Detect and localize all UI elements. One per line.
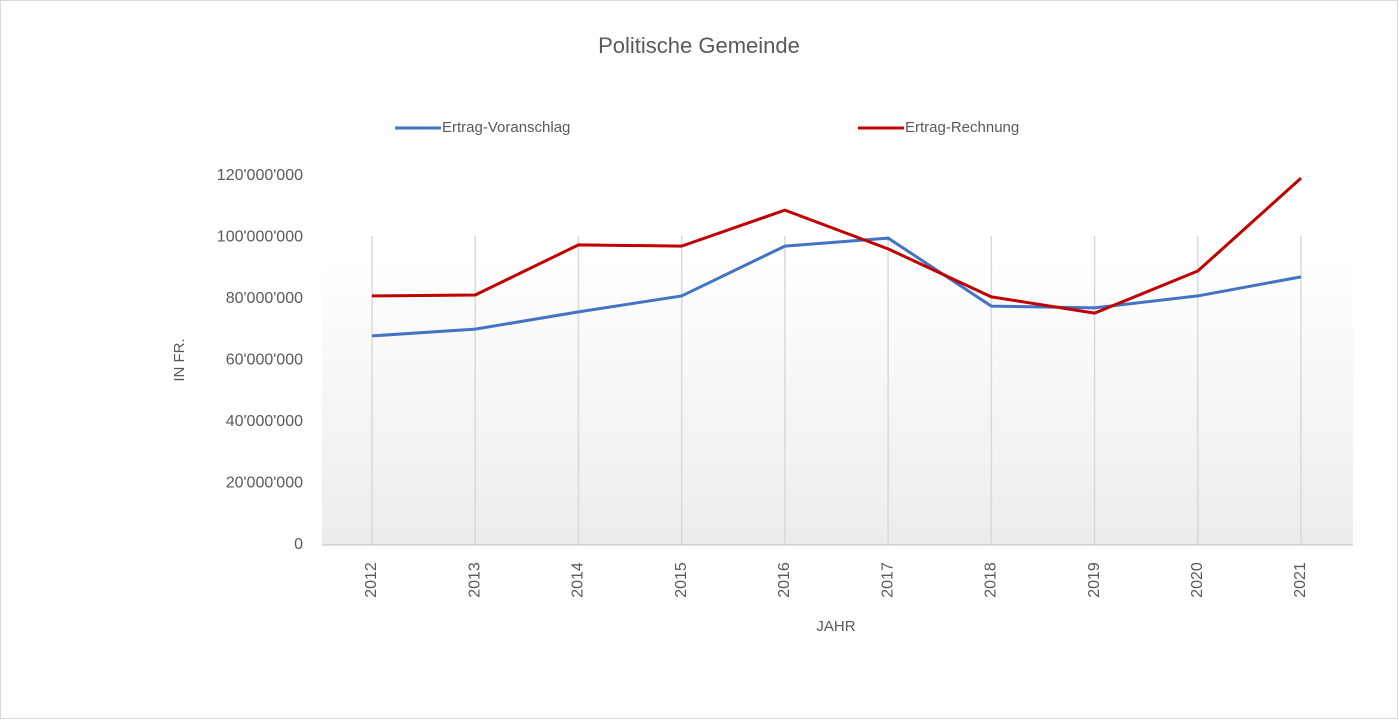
legend-label: Ertrag-Voranschlag [442, 119, 570, 136]
x-tick-label: 2017 [879, 562, 896, 598]
series-line [371, 236, 1302, 338]
y-tick-label: 60'000'000 [226, 352, 303, 369]
x-tick-label: 2019 [1086, 562, 1103, 598]
x-axis-title: JAHR [816, 618, 855, 635]
x-tick-label: 2020 [1189, 562, 1206, 598]
series-line [371, 177, 1303, 315]
x-tick-label: 2013 [466, 562, 483, 598]
x-tick-label: 2018 [983, 562, 1000, 598]
x-tick-label: 2016 [776, 562, 793, 598]
plot-background [322, 260, 1353, 545]
x-tick-label: 2015 [673, 562, 690, 598]
y-tick-label: 20'000'000 [226, 475, 303, 492]
x-tick-label: 2012 [363, 562, 380, 598]
y-tick-label: 0 [294, 536, 303, 553]
y-tick-label: 40'000'000 [226, 413, 303, 430]
y-tick-label: 100'000'000 [217, 229, 303, 246]
x-tick-label: 2014 [570, 562, 587, 598]
x-tick-label: 2021 [1292, 562, 1309, 598]
y-tick-label: 80'000'000 [226, 290, 303, 307]
chart-title: Politische Gemeinde [598, 33, 800, 58]
y-tick-label: 120'000'000 [217, 167, 303, 184]
y-axis-title: IN FR. [171, 338, 188, 381]
legend-label: Ertrag-Rechnung [905, 119, 1019, 136]
